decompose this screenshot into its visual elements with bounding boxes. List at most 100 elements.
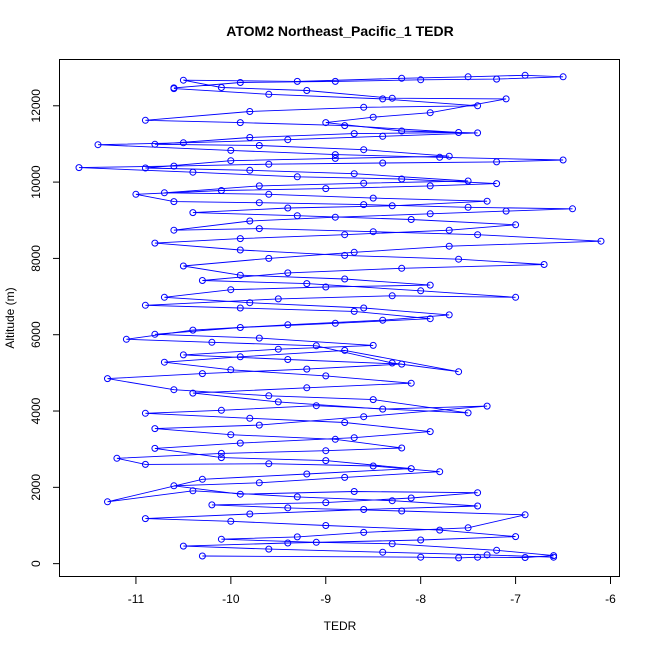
data-point <box>255 479 263 487</box>
data-point <box>293 533 301 541</box>
x-tick-label: -7 <box>510 592 521 606</box>
data-point <box>284 269 292 277</box>
y-tick-label: 6000 <box>29 321 43 348</box>
data-point <box>303 87 311 94</box>
data-point <box>265 254 273 262</box>
data-point <box>379 159 387 167</box>
plot-frame <box>59 59 620 577</box>
data-point <box>369 228 377 236</box>
data-point <box>436 153 444 161</box>
data-point <box>331 154 339 162</box>
data-point <box>151 425 159 433</box>
data-point <box>350 170 358 178</box>
data-point <box>322 499 330 507</box>
data-point <box>246 217 254 225</box>
data-point <box>350 434 358 442</box>
data-point <box>559 73 567 81</box>
data-point <box>502 207 510 215</box>
data-point <box>255 225 263 233</box>
data-point <box>236 79 244 86</box>
data-point <box>407 494 415 502</box>
data-point <box>512 221 520 229</box>
data-point <box>369 462 377 470</box>
data-point <box>331 319 339 327</box>
data-point <box>360 506 368 513</box>
data-point <box>236 246 244 254</box>
data-point <box>455 368 463 376</box>
data-point <box>597 237 605 245</box>
data-point <box>208 501 216 509</box>
data-point <box>284 504 292 512</box>
data-point <box>170 226 178 234</box>
data-point <box>426 210 434 218</box>
data-point <box>455 554 463 562</box>
data-point <box>341 275 349 283</box>
data-point <box>236 353 244 361</box>
data-point <box>236 304 244 312</box>
data-point <box>284 539 292 547</box>
data-point <box>483 402 491 410</box>
data-point <box>179 351 187 359</box>
data-point <box>322 283 330 291</box>
data-point <box>265 90 273 98</box>
data-point <box>350 130 358 138</box>
data-point <box>132 190 140 198</box>
data-point <box>398 360 406 368</box>
data-point <box>236 490 244 498</box>
data-point <box>445 311 453 319</box>
data-point <box>493 158 501 166</box>
data-point <box>312 342 320 350</box>
data-point <box>274 295 282 303</box>
data-point <box>189 487 197 495</box>
data-point <box>360 528 368 536</box>
x-tick-label: -6 <box>605 592 616 606</box>
data-point <box>436 468 444 476</box>
data-point <box>293 493 301 501</box>
data-point <box>141 164 149 172</box>
chart-title: ATOM2 Northeast_Pacific_1 TEDR <box>226 23 453 39</box>
data-point <box>151 140 159 148</box>
data-point <box>369 396 377 404</box>
data-point <box>208 338 216 346</box>
data-point <box>265 190 273 198</box>
data-point <box>350 307 358 315</box>
data-point <box>246 108 254 115</box>
data-point <box>407 379 415 387</box>
data-point <box>141 409 149 417</box>
data-point <box>445 226 453 234</box>
data-point <box>417 536 425 544</box>
data-point <box>141 301 149 309</box>
data-point <box>426 428 434 436</box>
data-point <box>227 286 235 294</box>
data-point <box>559 156 567 164</box>
data-point <box>217 406 225 414</box>
data-point <box>407 216 415 223</box>
data-point <box>331 77 339 85</box>
data-point <box>265 460 273 468</box>
data-point <box>426 109 434 117</box>
data-point <box>151 239 159 247</box>
series-2 <box>104 85 558 561</box>
data-point <box>236 439 244 447</box>
data-point <box>170 198 178 206</box>
data-point <box>227 431 235 439</box>
data-point <box>483 197 491 205</box>
data-point <box>426 182 434 190</box>
data-point <box>94 141 102 149</box>
data-point <box>151 444 159 452</box>
data-point <box>369 341 377 349</box>
data-point <box>569 205 576 213</box>
data-point <box>217 449 225 457</box>
data-point <box>217 454 225 462</box>
data-point <box>502 95 510 103</box>
data-point <box>303 384 311 392</box>
data-point <box>388 497 396 505</box>
data-point <box>436 526 444 534</box>
data-point <box>521 71 529 79</box>
x-tick-label: -11 <box>128 592 145 606</box>
x-tick-label: -8 <box>415 592 426 606</box>
y-axis: 0 2000 4000 6000 8000 10000 12000 <box>29 89 60 567</box>
data-point <box>360 179 368 187</box>
data-point <box>303 280 311 288</box>
